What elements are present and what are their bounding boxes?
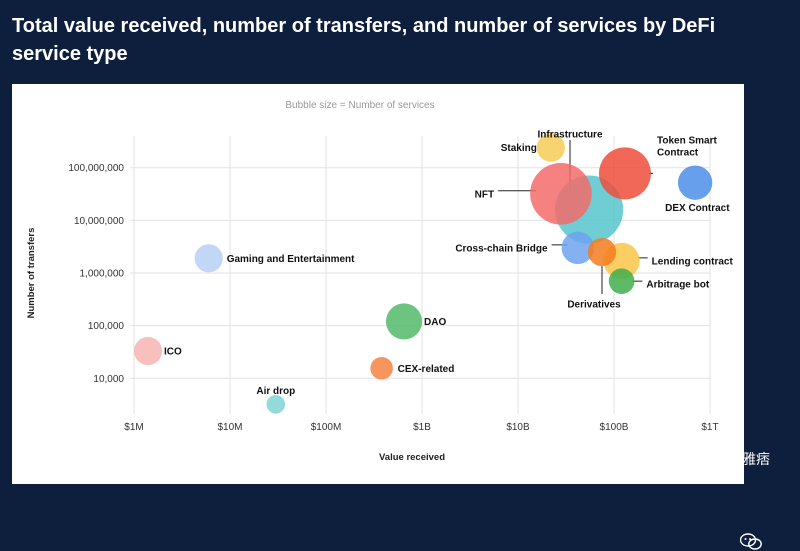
bubble-label-air-drop: Air drop xyxy=(256,386,295,397)
bubble-chart: Bubble size = Number of services $1M $10M… xyxy=(12,84,744,484)
watermark-text: 老雅痞 xyxy=(728,449,770,469)
bubble-label-arbitrage-bot: Arbitrage bot xyxy=(646,280,709,291)
x-tick-label: $100B xyxy=(600,422,629,433)
y-tick-label: 1,000,000 xyxy=(80,269,125,280)
bubble-label-ico: ICO xyxy=(164,347,182,358)
bubble-arbitrage-bot xyxy=(609,268,635,294)
bubble-label-dao: DAO xyxy=(424,317,446,328)
x-tick-label: $10M xyxy=(217,422,242,433)
bubble-label-infrastructure: Infrastructure xyxy=(537,130,602,141)
bubble-label-derivatives: Derivatives xyxy=(567,300,621,311)
y-axis-title: Number of transfers xyxy=(26,228,37,319)
bubble-label-cex-related: CEX-related xyxy=(398,364,455,375)
x-axis-title: Value received xyxy=(379,452,445,463)
bubble-label-nft: NFT xyxy=(475,189,494,200)
y-tick-label: 100,000 xyxy=(88,321,125,332)
wechat-icon xyxy=(740,533,762,551)
bubble-label-dex-contract: DEX Contract xyxy=(665,203,730,214)
y-tick-label: 10,000 xyxy=(93,374,124,385)
watermark: 老雅痞 xyxy=(728,449,770,469)
bubble-ico xyxy=(134,337,162,365)
x-tick-label: $1T xyxy=(701,422,718,433)
bubble-dao xyxy=(386,303,422,339)
x-tick-labels: $1M $10M $100M $1B $10B $100B $1T xyxy=(124,422,718,433)
bubble-dex-contract xyxy=(678,165,712,199)
bubble-label-staking: Staking xyxy=(501,143,537,154)
x-tick-label: $1M xyxy=(124,422,143,433)
bubble-air-drop xyxy=(267,395,286,414)
y-tick-label: 100,000,000 xyxy=(68,163,124,174)
chart-subtitle: Bubble size = Number of services xyxy=(285,100,434,111)
bubble-nft xyxy=(530,163,592,225)
x-tick-label: $100M xyxy=(311,422,342,433)
bubble-label-gaming-and-entertainment: Gaming and Entertainment xyxy=(227,254,355,265)
y-tick-label: 10,000,000 xyxy=(74,216,124,227)
bubble-label-lending-contract: Lending contract xyxy=(652,256,734,267)
bubble-gaming-and-entertainment xyxy=(195,244,223,272)
bubble-derivatives xyxy=(588,238,616,266)
x-tick-label: $1B xyxy=(413,422,431,433)
y-tick-labels: 10,000 100,000 1,000,000 10,000,000 100,000,… xyxy=(68,163,124,385)
bubble-token-smart-contract xyxy=(599,147,651,199)
chart-title: Total value received, number of transfer… xyxy=(12,12,782,68)
x-tick-label: $10B xyxy=(506,422,530,433)
bubble-cex-related xyxy=(370,357,393,380)
bubble-label-cross-chain-bridge: Cross-chain Bridge xyxy=(455,243,548,254)
